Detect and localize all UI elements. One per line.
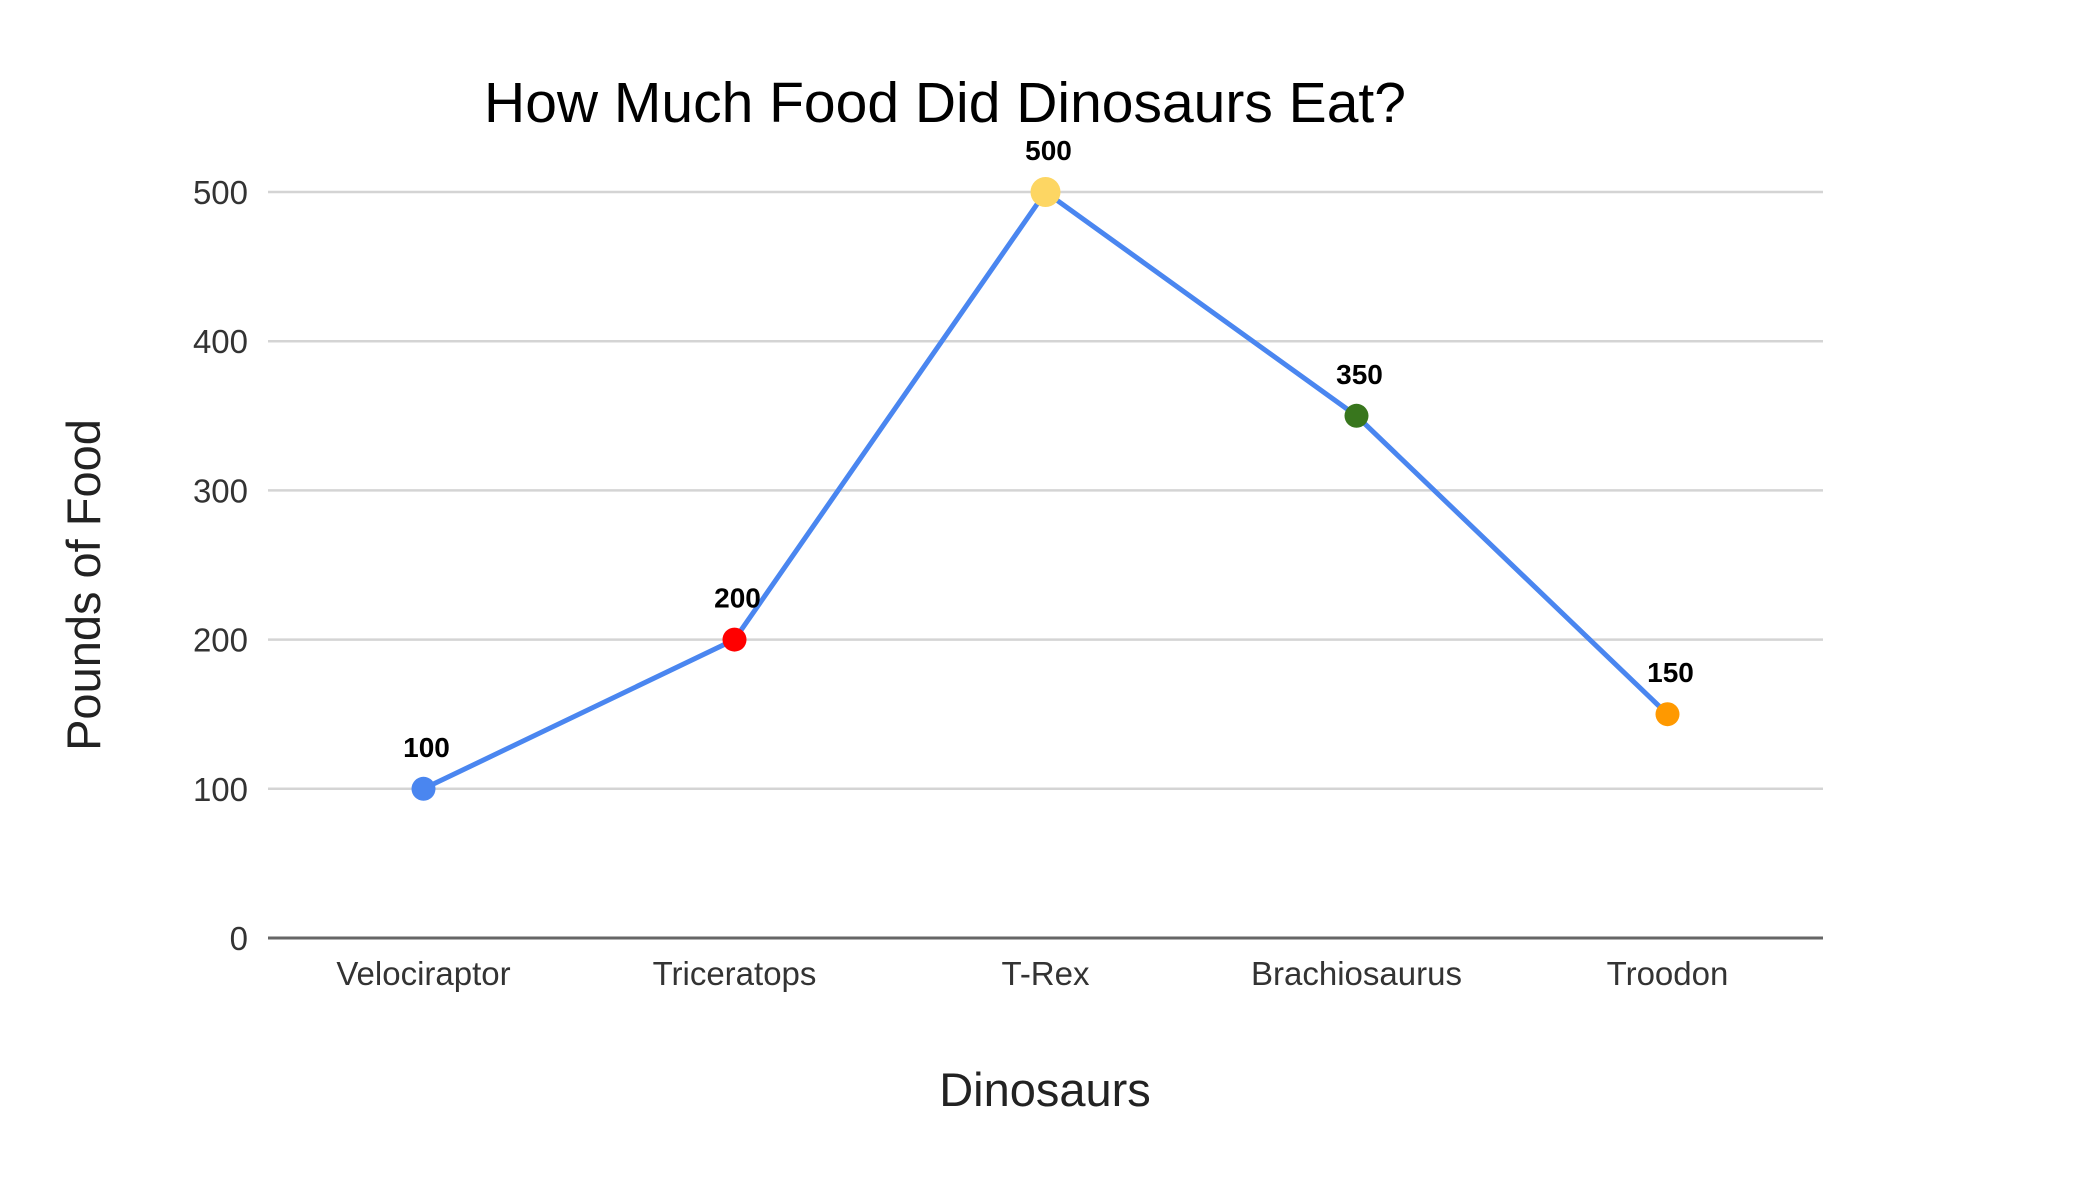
x-axis-ticks: Velociraptor Triceratops T-Rex Brachiosauru…: [336, 955, 1728, 992]
data-label: 150: [1647, 657, 1694, 688]
y-tick-label: 0: [230, 920, 248, 957]
data-point: [1030, 177, 1061, 207]
y-tick-label: 400: [193, 323, 248, 360]
data-point: [1344, 403, 1369, 428]
data-labels: 100 200 500 350 150: [403, 135, 1694, 763]
x-tick-label: Triceratops: [653, 955, 817, 992]
x-tick-label: T-Rex: [1001, 955, 1090, 992]
x-tick-label: Brachiosaurus: [1251, 955, 1462, 992]
y-tick-label: 200: [193, 622, 248, 659]
x-tick-label: Troodon: [1607, 955, 1729, 992]
y-axis-ticks: 0 100 200 300 400 500: [193, 174, 248, 957]
data-points: [411, 177, 1680, 801]
y-tick-label: 300: [193, 472, 248, 509]
y-tick-label: 500: [193, 174, 248, 211]
data-label: 350: [1336, 359, 1383, 390]
y-axis-title: Pounds of Food: [57, 419, 110, 751]
data-label: 500: [1025, 135, 1072, 166]
x-tick-label: Velociraptor: [336, 955, 510, 992]
x-axis-title: Dinosaurs: [939, 1063, 1151, 1116]
data-point: [411, 776, 436, 801]
chart-title: How Much Food Did Dinosaurs Eat?: [484, 71, 1406, 135]
data-label: 200: [714, 583, 761, 614]
data-point: [1655, 702, 1680, 727]
y-tick-label: 100: [193, 771, 248, 808]
data-point: [722, 627, 747, 652]
data-label: 100: [403, 732, 450, 763]
